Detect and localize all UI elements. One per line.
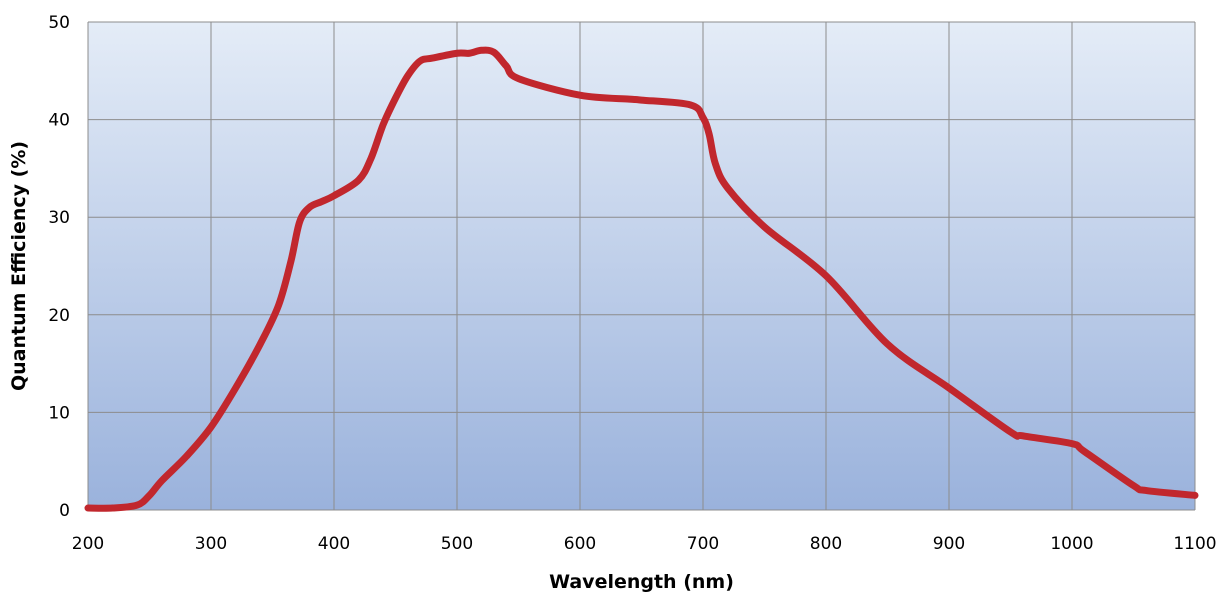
x-tick-label: 500	[441, 534, 473, 554]
x-tick-label: 200	[72, 534, 104, 554]
x-tick-label: 1000	[1050, 534, 1093, 554]
y-tick-label: 10	[48, 403, 70, 423]
x-tick-label: 700	[687, 534, 719, 554]
series-lines	[84, 46, 1199, 512]
x-tick-label: 900	[933, 534, 965, 554]
x-tick-labels: 200 300 400 500 600 700 800 900 1000 1100	[72, 534, 1217, 554]
y-tick-label: 50	[48, 13, 70, 33]
y-tick-label: 40	[48, 111, 70, 131]
series-line-0	[84, 46, 1199, 512]
y-tick-label: 30	[48, 208, 70, 228]
x-tick-label: 400	[318, 534, 350, 554]
x-tick-label: 800	[810, 534, 842, 554]
y-axis-title: Quantum Efficiency (%)	[8, 141, 30, 391]
x-tick-label: 1100	[1173, 534, 1216, 554]
y-tick-label: 20	[48, 306, 70, 326]
y-tick-label: 0	[59, 501, 70, 521]
x-tick-label: 600	[564, 534, 596, 554]
x-axis-title: Wavelength (nm)	[549, 571, 734, 593]
grid-lines	[87, 21, 1196, 511]
y-tick-labels: 0 10 20 30 40 50	[48, 13, 70, 521]
x-tick-label: 300	[195, 534, 227, 554]
